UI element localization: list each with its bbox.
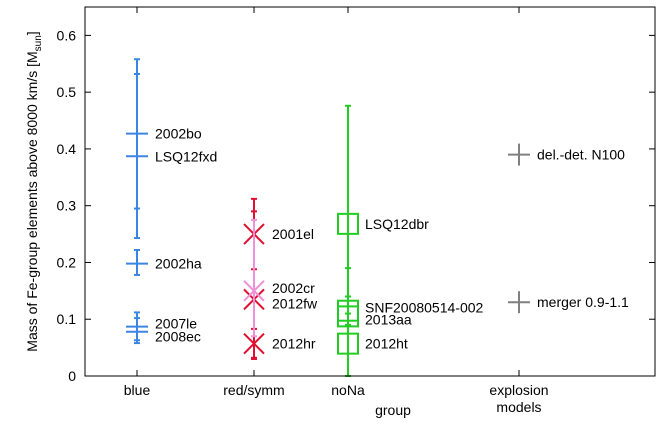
series-group: del.-det. N100 merger 0.9-1.1	[508, 143, 629, 314]
axis-ticks: 0 0.1 0.2 0.3 0.4 0.5 0.6 blue red/symm noNa explo…	[57, 7, 655, 415]
y-tick-label: 0.3	[57, 198, 77, 214]
data-point-label: SNF20080514-002	[365, 300, 484, 316]
data-point-label: 2012fw	[272, 295, 318, 311]
data-point-marker	[337, 212, 359, 235]
y-tick-label: 0.2	[57, 254, 77, 270]
data-point-label: LSQ12fxd	[155, 148, 217, 164]
data-point-label: 2002cr	[272, 280, 315, 296]
data-point-label: 2007le	[155, 316, 197, 332]
data-point-label: 2002ha	[155, 256, 202, 272]
data-point-label: 2002bo	[155, 126, 202, 142]
data-point-marker	[243, 280, 265, 302]
data-point-label: LSQ12dbr	[365, 216, 429, 232]
y-axis-title-subscript: sun	[33, 35, 44, 51]
data-point-marker	[243, 332, 265, 355]
x-tick-label: explosion	[489, 382, 548, 398]
data-point-label: 2008ec	[155, 329, 201, 345]
data-point-label: 2012hr	[272, 336, 316, 352]
data-point-label: del.-det. N100	[537, 147, 625, 163]
y-tick-label: 0.5	[57, 84, 77, 100]
plot-frame	[84, 6, 656, 377]
data-point-label: 2013aa	[365, 311, 412, 327]
y-tick-label: 0	[68, 368, 76, 384]
x-axis-title: group	[375, 402, 411, 418]
y-tick-label: 0.4	[57, 141, 77, 157]
data-point-marker	[337, 332, 359, 355]
data-point-label: 2012ht	[365, 336, 408, 352]
y-axis-title-close: ]	[24, 31, 40, 35]
y-axis-title-main: Mass of Fe-group elements above 8000 km/…	[24, 51, 40, 351]
y-tick-label: 0.1	[57, 311, 77, 327]
y-tick-label: 0.6	[57, 27, 77, 43]
data-point-label: merger 0.9-1.1	[537, 294, 629, 310]
series-group: 2002cr	[243, 218, 315, 338]
x-tick-label: models	[496, 399, 541, 415]
y-axis-title: Mass of Fe-group elements above 8000 km/…	[24, 31, 44, 351]
x-tick-label: red/symm	[223, 382, 284, 398]
x-tick-label: blue	[124, 382, 151, 398]
x-tick-label: noNa	[331, 382, 365, 398]
data-point-label: 2001el	[272, 226, 314, 242]
